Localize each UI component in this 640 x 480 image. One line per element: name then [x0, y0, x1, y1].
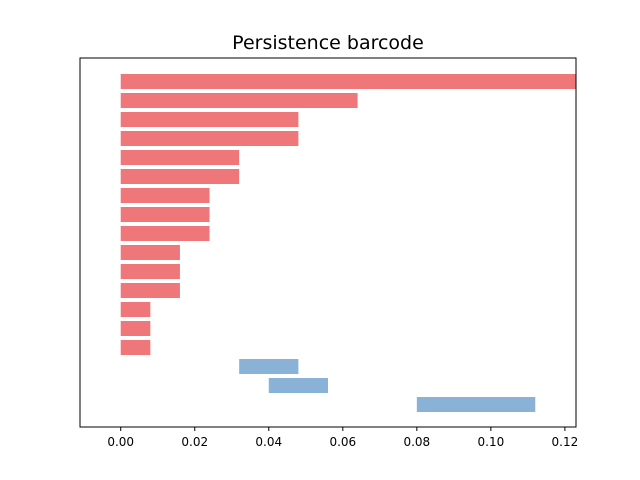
chart-title: Persistence barcode: [232, 32, 424, 54]
bar-series1-13: [120, 302, 151, 317]
bar-series1-9: [120, 226, 210, 241]
bar-series1-8: [120, 207, 210, 222]
bars-layer: [120, 74, 576, 412]
x-tick-label: 0.00: [107, 435, 134, 449]
plot-frame: [79, 57, 577, 428]
x-tick-label: 0.04: [255, 435, 282, 449]
bar-series2-2: [268, 378, 328, 393]
bar-series2-3: [416, 397, 536, 412]
bar-series1-3: [120, 112, 299, 127]
x-axis-ticks: 0.00 0.02 0.04 0.06 0.08 0.10 0.12: [107, 427, 578, 449]
bar-series1-2: [120, 93, 358, 108]
bar-series1-6: [120, 169, 240, 184]
bar-series1-10: [120, 245, 180, 260]
x-tick-label: 0.12: [552, 435, 579, 449]
x-tick-label: 0.02: [181, 435, 208, 449]
x-tick-label: 0.06: [329, 435, 356, 449]
bar-series1-7: [120, 188, 210, 203]
bar-series1-1: [120, 74, 576, 89]
bar-series1-15: [120, 340, 151, 355]
bar-series2-1: [239, 359, 299, 374]
bar-series1-14: [120, 321, 151, 336]
bar-series1-11: [120, 264, 180, 279]
bar-series1-5: [120, 150, 240, 165]
bar-series1-12: [120, 283, 180, 298]
x-tick-label: 0.08: [403, 435, 430, 449]
bar-series1-4: [120, 131, 299, 146]
x-tick-label: 0.10: [478, 435, 505, 449]
